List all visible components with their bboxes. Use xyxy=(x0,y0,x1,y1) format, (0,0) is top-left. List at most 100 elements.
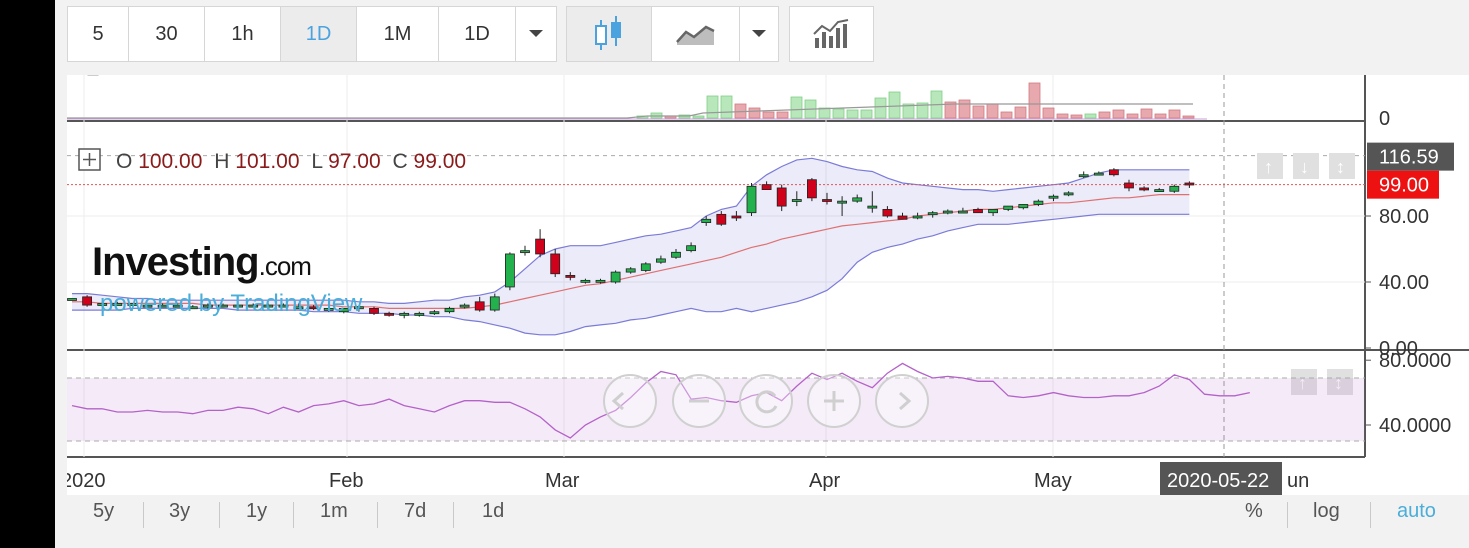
volume-bar xyxy=(692,115,705,119)
candle-body xyxy=(459,304,470,308)
candle-body xyxy=(67,298,77,301)
bollinger-lower xyxy=(72,213,1190,336)
range-5y[interactable]: 5y xyxy=(93,500,115,522)
candle-body xyxy=(97,303,108,306)
range-3y[interactable]: 3y xyxy=(169,500,191,522)
candle-body xyxy=(384,312,395,316)
candle-body xyxy=(912,215,923,219)
candle-body xyxy=(474,301,485,311)
candle-body xyxy=(565,274,576,278)
interval-1d-button[interactable]: 1D xyxy=(280,6,357,62)
low-label: L xyxy=(311,150,323,173)
volume-bar xyxy=(1084,113,1097,119)
volume-tick-label: 0 xyxy=(1379,108,1390,130)
pane-control-button xyxy=(1293,153,1319,179)
high-label: H xyxy=(214,150,230,173)
volume-bar xyxy=(916,102,929,119)
time-tick-label: Mar xyxy=(545,470,580,492)
indicators-button[interactable] xyxy=(789,6,874,62)
bollinger-upper xyxy=(72,157,1190,304)
interval-5-button[interactable]: 5 xyxy=(67,6,129,62)
candle-body xyxy=(248,304,259,308)
candle-body xyxy=(308,306,319,310)
candle-body xyxy=(323,307,334,311)
crosshair-date-label: 2020-05-22 xyxy=(1167,470,1269,492)
volume-bar xyxy=(888,91,901,119)
range-1y[interactable]: 1y xyxy=(246,500,268,522)
candle-body xyxy=(444,307,455,313)
bollinger-middle xyxy=(72,194,1190,309)
candle-body xyxy=(414,312,425,316)
indicators-icon xyxy=(812,19,848,48)
volume-bar xyxy=(1056,113,1069,119)
interval-30-button[interactable]: 30 xyxy=(128,6,205,62)
powered-by-tradingview: powered by TradingView xyxy=(100,290,363,317)
range-separator xyxy=(219,502,220,528)
volume-bar xyxy=(1000,111,1013,119)
range-separator xyxy=(377,502,378,528)
reset-icon xyxy=(755,390,778,414)
interval-1h-button[interactable]: 1h xyxy=(204,6,281,62)
ohlc-legend: O 100.00 H 101.00 L 97.00 C 99.00 xyxy=(116,150,466,174)
range-1m[interactable]: 1m xyxy=(320,500,348,522)
volume-bar xyxy=(832,108,845,119)
chevron-down-icon xyxy=(529,30,543,37)
candle-body xyxy=(489,296,500,311)
interval-1m-button[interactable]: 1M xyxy=(356,6,439,62)
volume-bar xyxy=(776,111,789,119)
auto-scale-toggle[interactable]: auto xyxy=(1397,500,1436,522)
candle-body xyxy=(761,184,772,191)
candle-body xyxy=(157,304,168,308)
expand-legend-icon[interactable] xyxy=(78,148,102,172)
candle-body xyxy=(218,304,228,308)
candle-body xyxy=(278,304,289,308)
high-price-tag xyxy=(1367,142,1454,171)
range-7d[interactable]: 7d xyxy=(404,500,427,522)
candle-body xyxy=(656,258,666,263)
volume-bar xyxy=(1028,82,1041,119)
percent-scale-toggle[interactable]: % xyxy=(1245,500,1263,522)
close-label: C xyxy=(392,150,408,173)
pane-arrow-icon: ↕ xyxy=(1336,157,1345,177)
candle-body xyxy=(671,251,681,258)
time-tick-label: May xyxy=(1034,470,1072,492)
range-1d[interactable]: 1d xyxy=(482,500,505,522)
volume-bar xyxy=(1042,107,1055,119)
volume-bar xyxy=(944,101,957,119)
scroll-handle-icon xyxy=(87,70,99,76)
chart-canvas[interactable]: 80.00 40.00 0.00 116.59 99.00 0 ↑ ↓ ↕ ↑ ↕ 80.0000 40… xyxy=(61,70,1469,495)
chart-type-dropdown-button[interactable] xyxy=(739,6,779,62)
volume-bar xyxy=(1112,109,1125,119)
interval-dropdown-button[interactable] xyxy=(515,6,557,62)
candles-chart-type-button[interactable] xyxy=(566,6,652,62)
interval-1d-alt-button[interactable]: 1D xyxy=(438,6,516,62)
candle-body xyxy=(187,306,198,310)
candlestick-icon xyxy=(595,16,621,50)
volume-bar xyxy=(860,109,873,119)
candle-body xyxy=(293,306,304,310)
low-value: 97.00 xyxy=(328,150,381,173)
log-scale-toggle[interactable]: log xyxy=(1313,500,1340,522)
chart-area[interactable]: 80.00 40.00 0.00 116.59 99.00 0 ↑ ↓ ↕ ↑ ↕ 80.0000 40… xyxy=(61,70,1469,495)
price-tick-label: 0.00 xyxy=(1379,338,1418,360)
volume-bar xyxy=(846,109,859,119)
candle-body xyxy=(550,253,561,275)
candle-body xyxy=(1154,189,1165,192)
volume-bar xyxy=(818,107,831,119)
nav-button xyxy=(603,374,657,428)
candle-body xyxy=(640,263,651,271)
volume-bar xyxy=(1140,108,1153,119)
pane-control-button xyxy=(1327,369,1353,395)
area-chart-type-button[interactable] xyxy=(651,6,740,62)
candle-body xyxy=(867,205,878,209)
candle-body xyxy=(1003,205,1014,210)
candle-body xyxy=(686,245,696,252)
candle-body xyxy=(429,311,440,315)
volume-bar xyxy=(874,97,887,119)
candle-body xyxy=(504,253,515,288)
volume-bar xyxy=(1182,115,1195,119)
volume-bar xyxy=(706,95,719,119)
close-value: 99.00 xyxy=(413,150,467,173)
candle-body xyxy=(338,307,349,313)
candle-body xyxy=(701,218,712,224)
